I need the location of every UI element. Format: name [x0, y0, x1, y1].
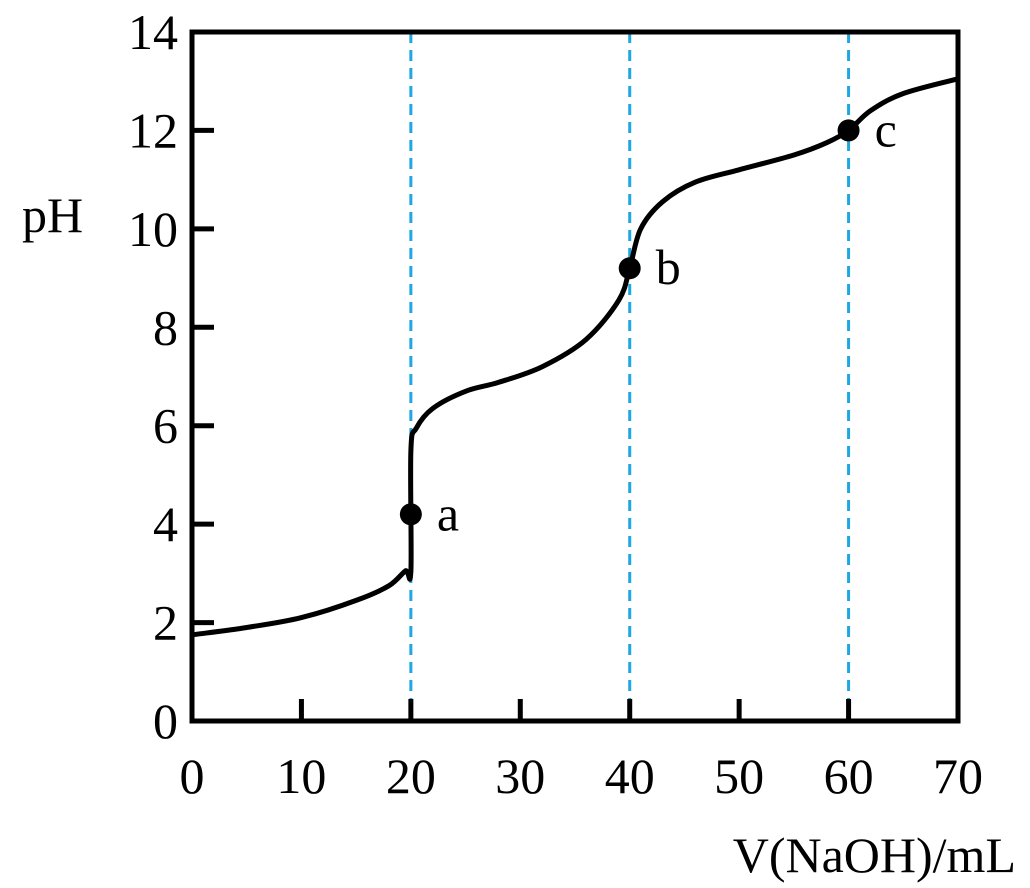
y-tick-label-14: 14	[128, 4, 178, 60]
y-tick-label-6: 6	[153, 398, 178, 454]
x-axis-label: V(NaOH)/mL	[733, 827, 1016, 883]
y-axis-ticks: 0 2 4 6 8 10 12 14	[128, 4, 214, 749]
x-tick-label-70: 70	[933, 748, 983, 804]
x-tick-label-30: 30	[495, 748, 545, 804]
titration-curve	[191, 76, 959, 638]
y-tick-label-2: 2	[153, 595, 178, 651]
point-b	[618, 257, 641, 280]
point-a	[399, 503, 422, 526]
x-tick-label-40: 40	[605, 748, 655, 804]
point-label-c: c	[875, 101, 897, 157]
point-label-a: a	[437, 485, 459, 541]
y-axis-label: pH	[22, 187, 83, 243]
x-axis-ticks: 0 10 20 30 40 50 60 70	[180, 699, 983, 804]
y-tick-label-8: 8	[153, 299, 178, 355]
point-c	[837, 119, 860, 142]
x-tick-label-10: 10	[276, 748, 326, 804]
point-label-b: b	[656, 239, 681, 295]
y-tick-label-12: 12	[128, 102, 178, 158]
x-tick-label-20: 20	[386, 748, 436, 804]
y-tick-label-10: 10	[128, 201, 178, 257]
x-tick-label-0: 0	[180, 748, 205, 804]
x-tick-label-60: 60	[824, 748, 874, 804]
y-tick-label-4: 4	[153, 496, 178, 552]
marked-points: a b c	[399, 101, 897, 541]
x-tick-label-50: 50	[714, 748, 764, 804]
plot-frame	[189, 29, 961, 724]
y-tick-label-0: 0	[153, 693, 178, 749]
reference-lines	[409, 32, 851, 721]
